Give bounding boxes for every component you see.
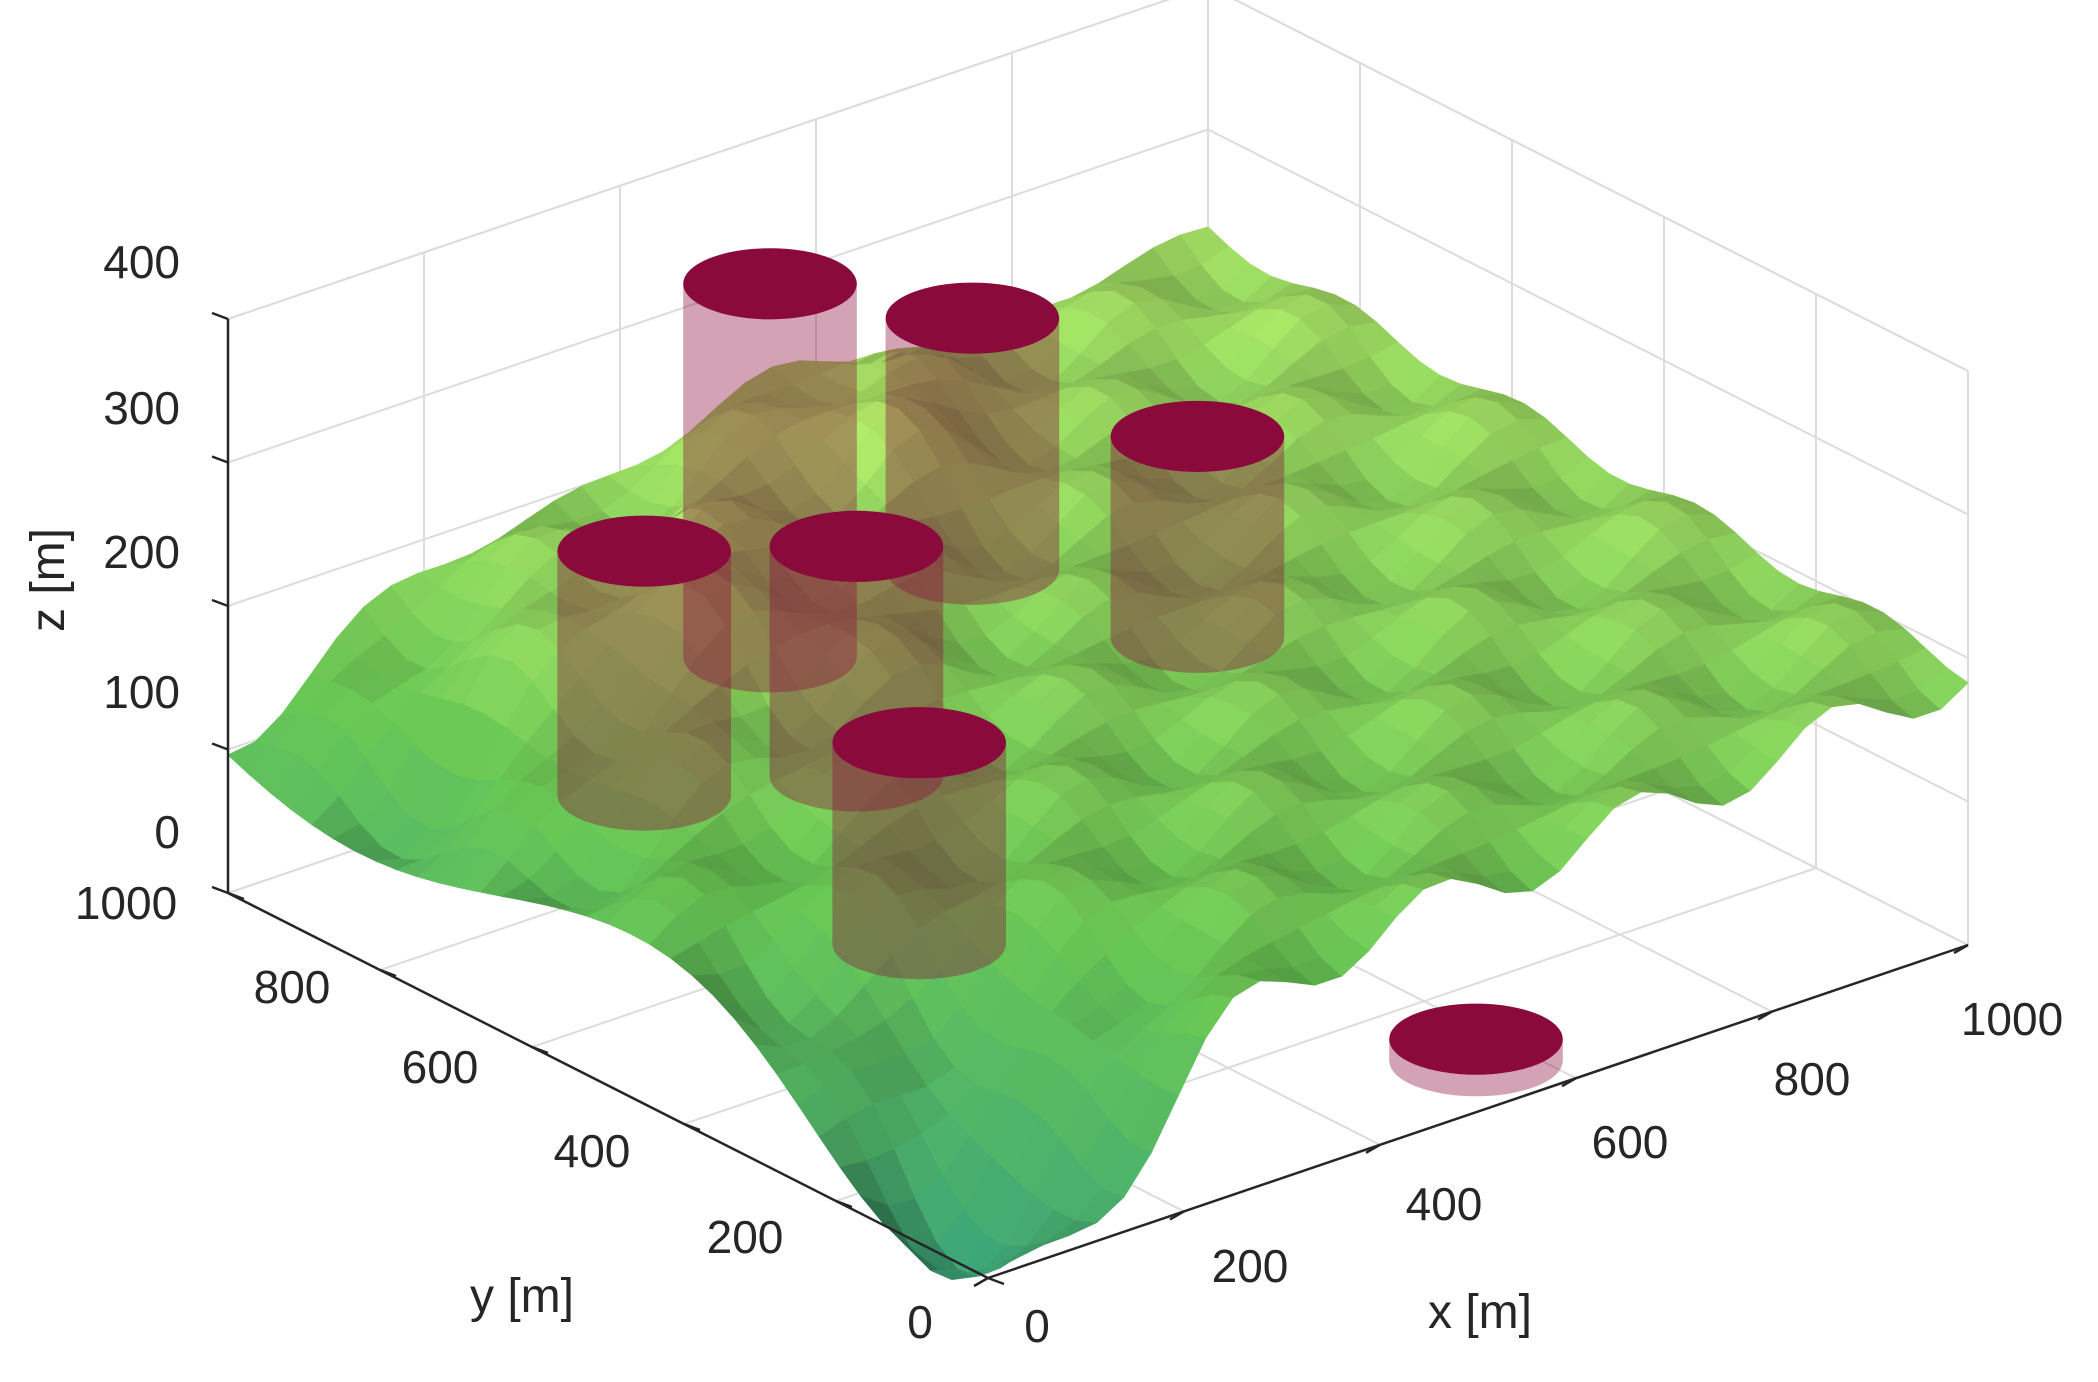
x-tick: [1561, 1077, 1577, 1088]
y-tick-label: 0: [907, 1296, 933, 1348]
y-tick: [379, 968, 397, 978]
cylinder: [1110, 400, 1285, 673]
cylinder-top: [1389, 1003, 1563, 1075]
z-tick-labels: 0 100 200 300 400: [103, 236, 180, 858]
x-tick-label: 400: [1406, 1178, 1483, 1230]
y-tick: [987, 1276, 1005, 1286]
y-axis-title: y [m]: [470, 1270, 574, 1323]
x-tick: [1169, 1210, 1185, 1221]
cylinder-side: [832, 742, 1007, 980]
z-tick-label: 400: [103, 236, 180, 288]
z-tick-label: 100: [103, 666, 180, 718]
cylinder-side: [1110, 436, 1285, 673]
y-tick-labels: 0 200 400 600 800 1000: [75, 877, 933, 1348]
gridline: [1233, 0, 1969, 372]
cylinder-top: [769, 510, 944, 582]
y-tick: [683, 1122, 701, 1132]
axes: [211, 311, 1969, 1288]
x-tick-label: 1000: [1961, 993, 2063, 1045]
y-tick: [531, 1045, 549, 1055]
x-axis-title: x [m]: [1428, 1286, 1532, 1339]
cylinder-side: [557, 551, 732, 831]
x-tick: [973, 1276, 989, 1288]
x-tick-label: 600: [1592, 1116, 1669, 1168]
terrain-surface: [227, 226, 1969, 1280]
cylinder-top: [557, 515, 732, 587]
y-axis-line: [227, 891, 989, 1280]
x-tick-label: 0: [1024, 1300, 1050, 1352]
cylinder: [1389, 1003, 1563, 1097]
x-tick: [1757, 1010, 1773, 1021]
z-axis-title: z [m]: [22, 528, 75, 632]
z-tick: [211, 311, 229, 321]
y-tick: [227, 891, 245, 901]
cylinder: [683, 248, 857, 693]
z-tick-label: 200: [103, 526, 180, 578]
z-tick: [211, 598, 229, 608]
y-tick-label: 600: [402, 1041, 479, 1093]
x-axis-line: [987, 943, 1969, 1280]
cylinder: [885, 282, 1060, 605]
z-tick-label: 300: [103, 382, 180, 434]
gridline: [227, 0, 1170, 320]
cylinder: [557, 515, 732, 831]
x-tick-labels: 0 200 400 600 800 1000: [1024, 993, 2063, 1352]
cylinder: [832, 707, 1007, 980]
x-tick-label: 800: [1774, 1053, 1851, 1105]
x-tick: [1365, 1143, 1381, 1154]
cylinder-top: [1110, 400, 1285, 472]
cylinder-side: [683, 283, 857, 693]
gridline: [1207, 128, 1969, 516]
y-tick-label: 800: [254, 961, 331, 1013]
z-tick-label: 0: [154, 806, 180, 858]
z-tick: [211, 885, 229, 895]
z-tick: [211, 455, 229, 464]
terrain-cell: [1919, 667, 1969, 710]
cylinder-top: [885, 282, 1060, 354]
y-tick: [835, 1199, 853, 1209]
y-tick-label: 1000: [75, 877, 177, 929]
x-tick: [1953, 943, 1969, 955]
y-tick-label: 400: [554, 1125, 631, 1177]
cylinder-side: [885, 318, 1060, 605]
x-tick-label: 200: [1212, 1240, 1289, 1292]
cylinder-top: [832, 707, 1007, 779]
z-tick: [211, 742, 229, 751]
cylinders: [557, 248, 1563, 1097]
y-tick-label: 200: [707, 1211, 784, 1263]
cylinder-top: [683, 248, 857, 320]
